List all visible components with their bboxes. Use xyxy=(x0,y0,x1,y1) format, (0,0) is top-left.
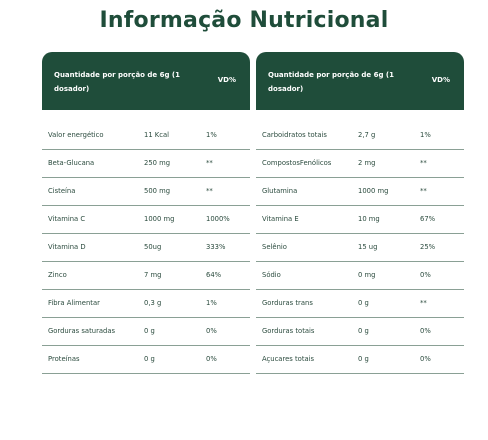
nutrient-amount: 1000 mg xyxy=(144,215,175,223)
table-row: Sódio 0 mg 0% xyxy=(256,262,464,290)
nutrient-vd: 333% xyxy=(206,243,226,251)
nutrient-vd: ** xyxy=(420,299,427,307)
nutrient-name: Valor energético xyxy=(48,131,104,139)
table-row: Vitamina D 50ug 333% xyxy=(42,234,250,262)
table-row: Açucares totais 0 g 0% xyxy=(256,346,464,374)
nutrient-vd: 1% xyxy=(206,131,217,139)
table-row: Vitamina C 1000 mg 1000% xyxy=(42,206,250,234)
nutrient-vd: 0% xyxy=(420,327,431,335)
table-row: Zinco 7 mg 64% xyxy=(42,262,250,290)
nutrient-vd: ** xyxy=(206,159,213,167)
table-header: Quantidade por porção de 6g (1 dosador) … xyxy=(42,52,250,110)
nutrient-vd: ** xyxy=(420,187,427,195)
nutrient-vd: ** xyxy=(206,187,213,195)
table-row: Valor energético 11 Kcal 1% xyxy=(42,122,250,150)
nutrient-amount: 0 mg xyxy=(358,271,376,279)
nutrient-amount: 50ug xyxy=(144,243,162,251)
nutrient-vd: 1% xyxy=(420,131,431,139)
table-row: Glutamina 1000 mg ** xyxy=(256,178,464,206)
nutrient-vd: ** xyxy=(420,159,427,167)
table-row: Fibra Alimentar 0,3 g 1% xyxy=(42,290,250,318)
nutrient-amount: 0 g xyxy=(358,299,369,307)
nutrient-amount: 0 g xyxy=(144,327,155,335)
nutrient-name: Vitamina D xyxy=(48,243,86,251)
nutrient-vd: 25% xyxy=(420,243,436,251)
nutrient-vd: 0% xyxy=(206,355,217,363)
nutrient-amount: 7 mg xyxy=(144,271,162,279)
nutrient-name: Vitamina C xyxy=(48,215,86,223)
nutrient-amount: 2,7 g xyxy=(358,131,376,139)
nutrient-name: Gorduras saturadas xyxy=(48,327,116,335)
table-row: Carboidratos totais 2,7 g 1% xyxy=(256,122,464,150)
table-row: Gorduras totais 0 g 0% xyxy=(256,318,464,346)
table-row: Gorduras trans 0 g ** xyxy=(256,290,464,318)
nutrient-amount: 0 g xyxy=(144,355,155,363)
nutrient-amount: 0 g xyxy=(358,355,369,363)
nutrient-amount: 0 g xyxy=(358,327,369,335)
table-body: Carboidratos totais 2,7 g 1% CompostosFenól… xyxy=(256,122,464,374)
nutrient-name: CompostosFenólicos xyxy=(262,159,332,167)
nutrient-amount: 10 mg xyxy=(358,215,380,223)
nutrient-name: Proteínas xyxy=(48,355,80,363)
nutrient-vd: 64% xyxy=(206,271,222,279)
nutrient-amount: 15 ug xyxy=(358,243,378,251)
header-vd: VD% xyxy=(431,76,450,84)
nutrient-name: Gorduras trans xyxy=(262,299,313,307)
nutrient-vd: 0% xyxy=(420,355,431,363)
table-row: Selênio 15 ug 25% xyxy=(256,234,464,262)
nutrient-amount: 0,3 g xyxy=(144,299,162,307)
table-row: Proteínas 0 g 0% xyxy=(42,346,250,374)
table-row: Gorduras saturadas 0 g 0% xyxy=(42,318,250,346)
header-quantity: Quantidade por porção de 6g (1 dosador) xyxy=(268,71,394,93)
nutrient-vd: 1000% xyxy=(206,215,230,223)
nutrient-name: Carboidratos totais xyxy=(262,131,327,139)
nutrient-name: Selênio xyxy=(262,243,287,251)
nutrient-amount: 1000 mg xyxy=(358,187,389,195)
nutrient-name: Vitamina E xyxy=(262,215,299,223)
table-header: Quantidade por porção de 6g (1 dosador) … xyxy=(256,52,464,110)
nutrient-amount: 2 mg xyxy=(358,159,376,167)
nutrient-amount: 250 mg xyxy=(144,159,171,167)
nutrient-name: Glutamina xyxy=(262,187,298,195)
nutrient-name: Beta-Glucana xyxy=(48,159,95,167)
page-title: Informação Nutricional xyxy=(99,8,389,33)
table-row: CompostosFenólicos 2 mg ** xyxy=(256,150,464,178)
nutrient-amount: 500 mg xyxy=(144,187,171,195)
nutrient-vd: 0% xyxy=(420,271,431,279)
nutrient-name: Zinco xyxy=(48,271,67,279)
nutrient-name: Fibra Alimentar xyxy=(48,299,100,307)
nutrient-name: Gorduras totais xyxy=(262,327,315,335)
nutrient-name: Cisteína xyxy=(48,187,76,195)
nutrient-vd: 1% xyxy=(206,299,217,307)
table-row: Beta-Glucana 250 mg ** xyxy=(42,150,250,178)
header-vd: VD% xyxy=(217,76,236,84)
table-row: Cisteína 500 mg ** xyxy=(42,178,250,206)
nutrient-vd: 67% xyxy=(420,215,436,223)
table-row: Vitamina E 10 mg 67% xyxy=(256,206,464,234)
table-body: Valor energético 11 Kcal 1% Beta-Glucana 250… xyxy=(42,122,250,374)
nutrient-vd: 0% xyxy=(206,327,217,335)
nutrient-name: Açucares totais xyxy=(262,355,315,363)
nutrient-amount: 11 Kcal xyxy=(144,131,170,139)
nutrient-name: Sódio xyxy=(262,271,281,279)
nutrition-table-left: Quantidade por porção de 6g (1 dosador) … xyxy=(42,52,250,374)
header-quantity: Quantidade por porção de 6g (1 dosador) xyxy=(54,71,180,93)
nutrition-table-right: Quantidade por porção de 6g (1 dosador) … xyxy=(256,52,464,374)
